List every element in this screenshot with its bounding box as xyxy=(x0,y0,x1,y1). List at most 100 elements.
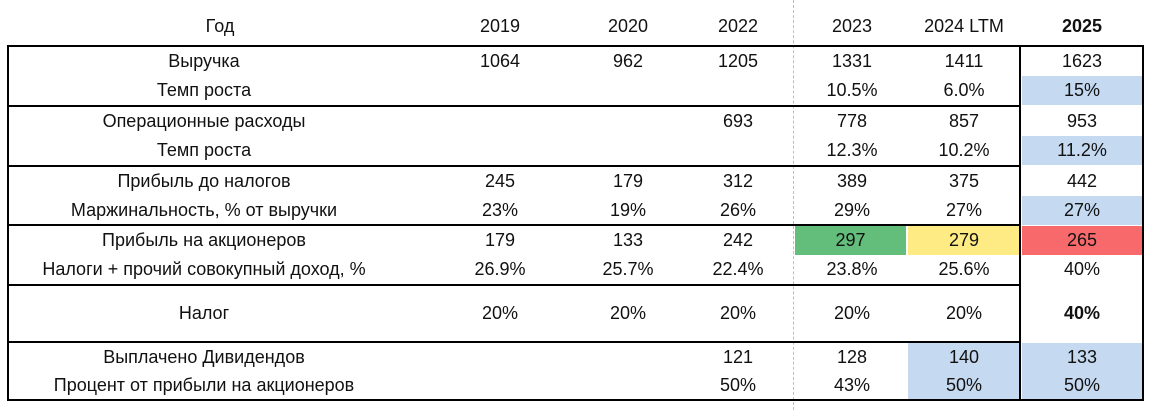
cell-2025: 265 xyxy=(1022,226,1142,255)
cell-2025: 40% xyxy=(1063,259,1101,279)
cell-2024-ltm: 27% xyxy=(945,200,983,220)
header-year-label: Год xyxy=(205,16,235,36)
cell-2019 xyxy=(450,107,550,136)
header-2023: 2023 xyxy=(831,16,873,36)
cell-2023: 23.8% xyxy=(826,259,878,279)
row-label: Операционные расходы xyxy=(102,111,306,131)
header-2019: 2019 xyxy=(479,16,521,36)
cell-2022: 22.4% xyxy=(712,259,764,279)
table-row-revenue-growth: Темп роста 10.5% 6.0% 15% xyxy=(0,76,1151,105)
cell-2025: 27% xyxy=(1022,196,1142,225)
cell-2019: 23% xyxy=(481,200,519,220)
cell-2023: 1331 xyxy=(831,51,873,71)
header-2024-ltm: 2024 LTM xyxy=(924,16,1004,36)
cell-2020 xyxy=(578,371,678,399)
cell-2024-ltm: 1411 xyxy=(944,51,984,71)
cell-2020: 19% xyxy=(609,200,647,220)
row-label: Налоги + прочий совокупный доход, % xyxy=(42,259,366,279)
cell-2022: 26% xyxy=(719,200,757,220)
cell-2019: 26.9% xyxy=(474,259,526,279)
row-label: Выручка xyxy=(168,51,240,71)
cell-2020: 20% xyxy=(609,303,647,323)
cell-2025: 15% xyxy=(1022,76,1142,105)
cell-2019 xyxy=(450,136,550,165)
cell-2022: 20% xyxy=(719,303,757,323)
cell-2023: 389 xyxy=(836,171,868,191)
cell-2019 xyxy=(450,76,550,105)
cell-2025: 133 xyxy=(1022,343,1142,371)
cell-2022 xyxy=(688,76,788,105)
cell-2024-ltm: 50% xyxy=(908,371,1020,399)
cell-2024-ltm: 857 xyxy=(948,111,980,131)
row-label: Прибыль до налогов xyxy=(117,171,291,191)
cell-2025: 953 xyxy=(1066,111,1098,131)
column-2025-bottom-border xyxy=(1020,399,1144,401)
row-label: Процент от прибыли на акционеров xyxy=(53,374,355,395)
cell-2024-ltm: 279 xyxy=(908,226,1020,255)
cell-2019 xyxy=(450,343,550,371)
row-label: Выплачено Дивидендов xyxy=(103,346,305,367)
cell-2023: 12.3% xyxy=(826,140,878,160)
header-2020: 2020 xyxy=(607,16,649,36)
cell-2025: 442 xyxy=(1066,171,1098,191)
column-2025-right-border xyxy=(1142,45,1144,401)
row-label: Налог xyxy=(178,303,230,323)
cell-2019: 20% xyxy=(481,303,519,323)
table-row-pretax-profit: Прибыль до налогов 245 179 312 389 375 4… xyxy=(0,167,1151,196)
cell-2025: 40% xyxy=(1063,303,1101,323)
cell-2023: 29% xyxy=(833,200,871,220)
cell-2020: 133 xyxy=(612,230,644,250)
column-2025-top-border xyxy=(1020,45,1144,47)
cell-2024-ltm: 375 xyxy=(948,171,980,191)
row-label: Темп роста xyxy=(156,80,252,100)
cell-2019: 179 xyxy=(484,230,516,250)
cell-2020 xyxy=(578,343,678,371)
cell-2020: 962 xyxy=(612,51,644,71)
cell-2022: 50% xyxy=(719,374,757,395)
cell-2022: 1205 xyxy=(717,51,759,71)
header-2025: 2025 xyxy=(1061,16,1103,36)
table-row-tax-oci: Налоги + прочий совокупный доход, % 26.9… xyxy=(0,255,1151,284)
cell-2023: 43% xyxy=(833,374,871,395)
table-row-margin: Маржинальность, % от выручки 23% 19% 26%… xyxy=(0,196,1151,225)
cell-2025: 1623 xyxy=(1061,51,1103,71)
header-2022: 2022 xyxy=(717,16,759,36)
cell-2024-ltm: 25.6% xyxy=(938,259,990,279)
cell-2019: 245 xyxy=(484,171,516,191)
cell-2020 xyxy=(578,136,678,165)
cell-2023: 778 xyxy=(836,111,868,131)
cell-2024-ltm: 140 xyxy=(908,343,1020,371)
cell-2022: 312 xyxy=(722,171,754,191)
cell-2022: 121 xyxy=(722,346,754,367)
cell-2024-ltm: 10.2% xyxy=(938,140,990,160)
cell-2023: 128 xyxy=(836,346,868,367)
cell-2020: 25.7% xyxy=(602,259,654,279)
cell-2019: 1064 xyxy=(479,51,521,71)
table-row-shareholder-profit: Прибыль на акционеров 179 133 242 297 27… xyxy=(0,226,1151,255)
row-label: Маржинальность, % от выручки xyxy=(70,200,338,220)
cell-2022: 693 xyxy=(722,111,754,131)
cell-2022 xyxy=(688,136,788,165)
cell-2023: 297 xyxy=(795,226,906,255)
cell-2020: 179 xyxy=(612,171,644,191)
table-row-revenue: Выручка 1064 962 1205 1331 1411 1623 xyxy=(0,47,1151,76)
table-row-tax: Налог 20% 20% 20% 20% 20% 40% xyxy=(0,286,1151,341)
row-label: Темп роста xyxy=(156,140,252,160)
row-label: Прибыль на акционеров xyxy=(102,230,306,250)
cell-2023: 10.5% xyxy=(826,80,878,100)
cell-2023: 20% xyxy=(833,303,871,323)
cell-2024-ltm: 6.0% xyxy=(943,80,985,100)
table-row-dividends-paid: Выплачено Дивидендов 121 128 140 133 xyxy=(0,343,1151,371)
cell-2022: 242 xyxy=(722,230,754,250)
cell-2025: 50% xyxy=(1022,371,1142,399)
column-separator-dashed xyxy=(793,0,794,410)
table-row-payout-ratio: Процент от прибыли на акционеров 50% 43%… xyxy=(0,371,1151,399)
table-row-opex: Операционные расходы 693 778 857 953 xyxy=(0,107,1151,136)
cell-2025: 11.2% xyxy=(1022,136,1142,165)
cell-2019 xyxy=(450,371,550,399)
cell-2020 xyxy=(578,76,678,105)
cell-2024-ltm: 20% xyxy=(945,303,983,323)
cell-2020 xyxy=(578,107,678,136)
table-row-opex-growth: Темп роста 12.3% 10.2% 11.2% xyxy=(0,136,1151,165)
